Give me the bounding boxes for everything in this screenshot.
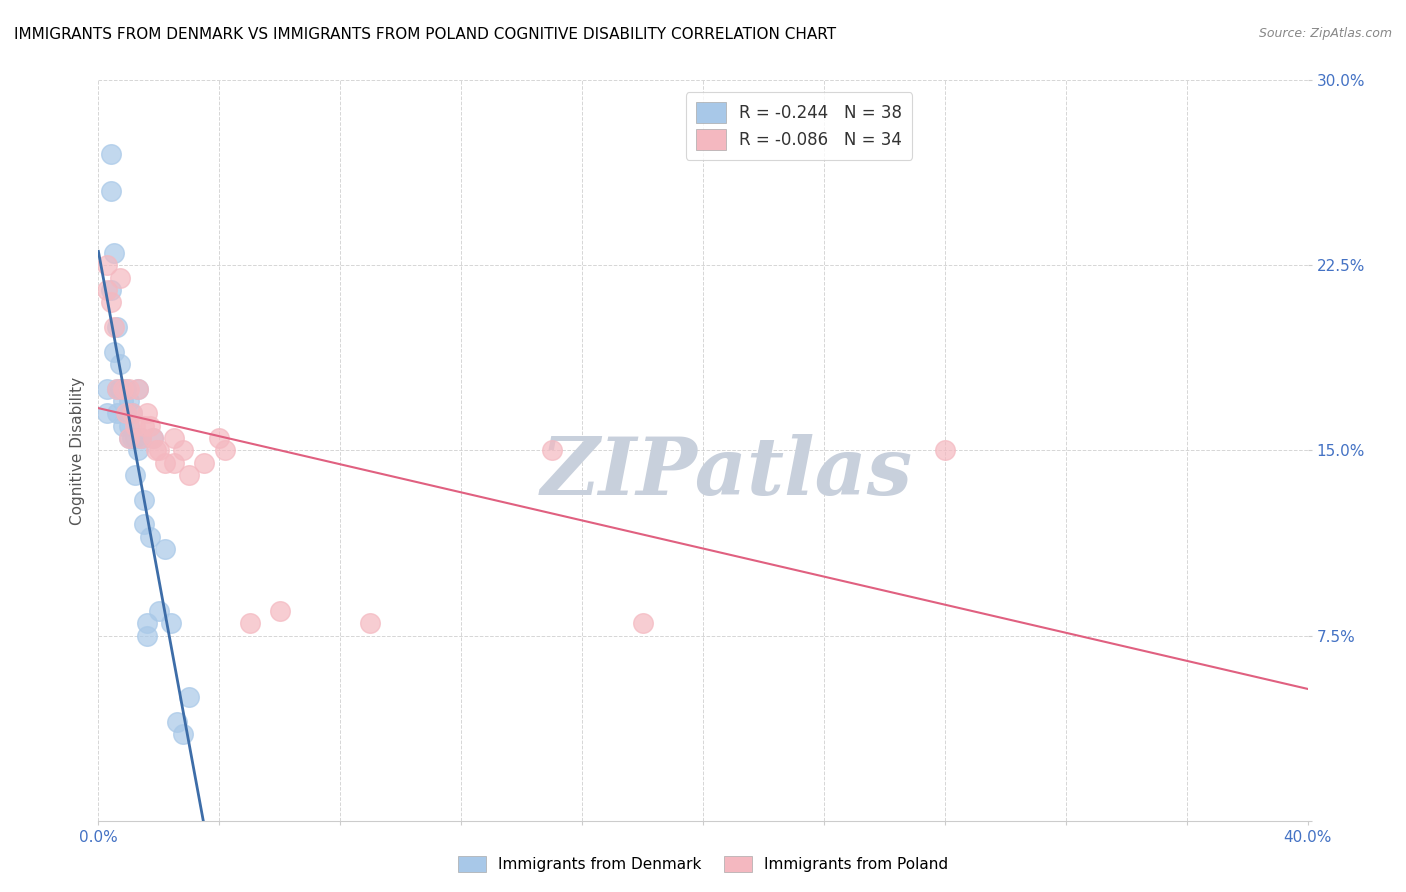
Point (124, 468, 146, 483)
Point (135, 616, 157, 631)
Y-axis label: Cognitive Disability: Cognitive Disability (69, 376, 84, 524)
Point (100, 184, 122, 198)
Point (124, 431, 146, 445)
Point (179, 690, 201, 705)
Point (135, 407, 157, 421)
Point (163, 456, 186, 470)
Point (121, 407, 143, 421)
Point (96, 258, 118, 272)
Text: IMMIGRANTS FROM DENMARK VS IMMIGRANTS FROM POLAND COGNITIVE DISABILITY CORRELATI: IMMIGRANTS FROM DENMARK VS IMMIGRANTS FR… (14, 27, 837, 42)
Point (114, 407, 136, 421)
Legend: R = -0.244   N = 38, R = -0.086   N = 34: R = -0.244 N = 38, R = -0.086 N = 34 (686, 92, 912, 160)
Point (179, 468, 201, 483)
Legend: Immigrants from Denmark, Immigrants from Poland: Immigrants from Denmark, Immigrants from… (450, 848, 956, 880)
Point (118, 431, 141, 445)
Point (132, 517, 155, 532)
Point (148, 443, 170, 458)
Point (208, 431, 231, 445)
Point (118, 382, 141, 396)
Point (96, 407, 118, 421)
Point (118, 394, 141, 409)
Point (121, 407, 143, 421)
Text: ZIPatlas: ZIPatlas (541, 434, 914, 511)
Point (114, 382, 136, 396)
Point (153, 456, 176, 470)
Point (103, 344, 125, 359)
Point (105, 320, 128, 334)
Point (239, 616, 262, 631)
Point (118, 418, 141, 433)
Point (139, 418, 162, 433)
Point (118, 431, 141, 445)
Point (934, 443, 956, 458)
Point (214, 443, 236, 458)
Point (631, 616, 654, 631)
Point (108, 382, 131, 396)
Point (103, 246, 125, 260)
Point (108, 357, 131, 371)
Point (148, 604, 170, 618)
Point (160, 616, 183, 631)
Point (127, 443, 149, 458)
Point (269, 604, 291, 618)
Point (114, 407, 136, 421)
Point (172, 727, 194, 741)
Point (105, 407, 128, 421)
Point (139, 530, 162, 544)
Point (163, 431, 186, 445)
Point (129, 431, 152, 445)
Point (103, 320, 125, 334)
Point (135, 628, 157, 642)
Point (105, 382, 128, 396)
Point (166, 714, 188, 729)
Point (111, 394, 134, 409)
Point (111, 382, 134, 396)
Point (360, 616, 382, 631)
Point (129, 431, 152, 445)
Point (96, 283, 118, 297)
Point (127, 382, 149, 396)
Point (100, 147, 122, 161)
Point (124, 418, 146, 433)
Point (105, 382, 128, 396)
Point (132, 418, 155, 433)
Point (100, 295, 122, 310)
Point (153, 542, 176, 557)
Point (132, 492, 155, 507)
Point (111, 418, 134, 433)
Text: Source: ZipAtlas.com: Source: ZipAtlas.com (1258, 27, 1392, 40)
Point (142, 431, 165, 445)
Point (172, 443, 194, 458)
Point (145, 443, 167, 458)
Point (142, 431, 165, 445)
Point (108, 270, 131, 285)
Point (100, 283, 122, 297)
Point (96, 382, 118, 396)
Point (121, 431, 143, 445)
Point (540, 443, 562, 458)
Point (127, 382, 149, 396)
Point (193, 456, 215, 470)
